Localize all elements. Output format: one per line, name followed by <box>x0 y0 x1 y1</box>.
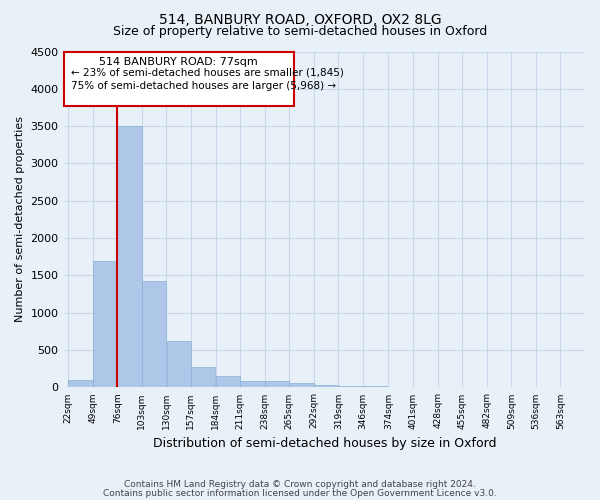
Bar <box>240 380 265 388</box>
Bar <box>191 366 215 388</box>
Bar <box>413 387 437 388</box>
Text: Contains HM Land Registry data © Crown copyright and database right 2024.: Contains HM Land Registry data © Crown c… <box>124 480 476 489</box>
Text: ← 23% of semi-detached houses are smaller (1,845): ← 23% of semi-detached houses are smalle… <box>71 68 344 78</box>
Bar <box>314 385 338 388</box>
Bar <box>289 384 314 388</box>
Bar <box>118 126 142 388</box>
Text: Contains public sector information licensed under the Open Government Licence v3: Contains public sector information licen… <box>103 488 497 498</box>
Text: 75% of semi-detached houses are larger (5,968) →: 75% of semi-detached houses are larger (… <box>71 80 336 90</box>
Bar <box>68 380 92 388</box>
Bar <box>142 280 166 388</box>
Bar <box>64 52 294 106</box>
Y-axis label: Number of semi-detached properties: Number of semi-detached properties <box>15 116 25 322</box>
Text: Size of property relative to semi-detached houses in Oxford: Size of property relative to semi-detach… <box>113 25 487 38</box>
X-axis label: Distribution of semi-detached houses by size in Oxford: Distribution of semi-detached houses by … <box>152 437 496 450</box>
Bar <box>167 341 191 388</box>
Bar <box>389 386 413 388</box>
Bar <box>93 260 117 388</box>
Bar <box>338 386 363 388</box>
Text: 514 BANBURY ROAD: 77sqm: 514 BANBURY ROAD: 77sqm <box>99 56 258 66</box>
Text: 514, BANBURY ROAD, OXFORD, OX2 8LG: 514, BANBURY ROAD, OXFORD, OX2 8LG <box>158 12 442 26</box>
Bar <box>363 386 388 388</box>
Bar <box>215 376 240 388</box>
Bar <box>265 381 289 388</box>
